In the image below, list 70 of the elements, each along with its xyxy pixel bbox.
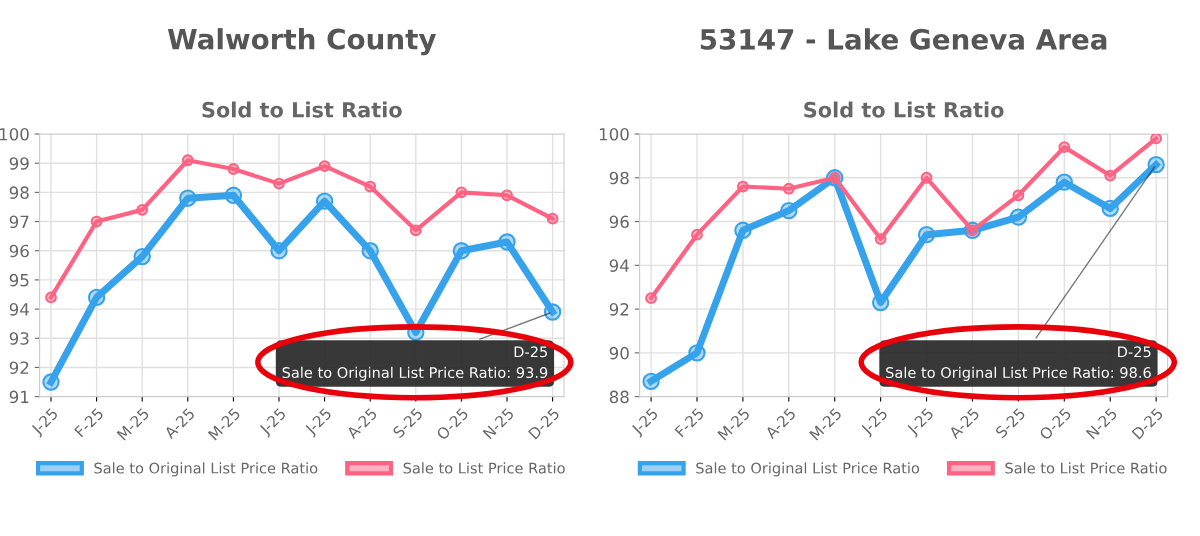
- point: [90, 215, 103, 228]
- point: [874, 233, 887, 245]
- point: [920, 171, 933, 184]
- point: [224, 186, 243, 204]
- point: [179, 189, 197, 207]
- point: [318, 160, 331, 172]
- point: [1104, 169, 1117, 182]
- point: [315, 192, 334, 210]
- point: [1147, 155, 1165, 174]
- y-tick-label: 96: [609, 215, 629, 229]
- y-tick-label: 98: [9, 186, 29, 199]
- point: [409, 224, 422, 237]
- point: [543, 303, 562, 321]
- legend-label: Sale to List Price Ratio: [1005, 462, 1167, 474]
- y-tick-label: 94: [609, 259, 629, 272]
- point: [181, 154, 194, 167]
- point: [452, 242, 471, 260]
- y-tick-label: 94: [9, 303, 29, 316]
- legend-label: Sale to Original List Price Ratio: [94, 462, 318, 477]
- point: [871, 293, 890, 312]
- chart-subtitle: Sold to List Ratio: [202, 101, 402, 118]
- point: [780, 201, 798, 220]
- y-tick-label: 97: [9, 215, 29, 229]
- y-tick-label: 90: [609, 346, 629, 360]
- point: [688, 344, 706, 362]
- point: [546, 212, 559, 225]
- point: [133, 247, 151, 266]
- y-tick-label: 95: [9, 273, 29, 287]
- point: [498, 233, 516, 251]
- point: [1012, 189, 1025, 202]
- point: [227, 163, 240, 175]
- point: [782, 182, 795, 195]
- y-tick-label: 99: [9, 157, 29, 170]
- point: [270, 242, 288, 260]
- point: [1009, 208, 1028, 226]
- y-tick-label: 98: [609, 171, 629, 185]
- point: [361, 242, 379, 260]
- point: [645, 292, 657, 305]
- y-tick-label: 92: [9, 361, 29, 375]
- point: [136, 203, 149, 216]
- annotation: D-25 Sale to Original List Price Ratio: 93.9: [282, 346, 548, 381]
- point: [734, 221, 752, 239]
- point: [455, 186, 468, 199]
- point: [42, 373, 60, 391]
- point: [364, 180, 377, 193]
- y-tick-label: 91: [9, 390, 29, 404]
- point: [87, 288, 106, 307]
- point: [501, 189, 513, 202]
- point: [642, 372, 660, 390]
- y-tick-label: 88: [609, 390, 629, 404]
- point: [273, 177, 285, 190]
- y-tick-label: 96: [9, 244, 29, 258]
- legend-label: Sale to List Price Ratio: [403, 462, 565, 474]
- y-tick-label: 93: [9, 332, 29, 345]
- y-tick-label: 100: [0, 127, 29, 141]
- point: [691, 228, 703, 241]
- chart-title: Walworth County: [167, 28, 437, 56]
- point: [1055, 173, 1073, 191]
- legend-label: Sale to Original List Price Ratio: [696, 462, 920, 477]
- point: [1101, 199, 1119, 218]
- chart-title: 53147 - Lake Geneva Area: [700, 28, 1107, 50]
- annotation: D-25 Sale to Original List Price Ratio: 98.6: [886, 346, 1151, 381]
- point: [45, 291, 57, 304]
- point: [1150, 134, 1163, 145]
- point: [737, 180, 749, 193]
- point: [1058, 141, 1071, 154]
- y-tick-label: 100: [599, 127, 629, 141]
- y-tick-label: 92: [609, 303, 629, 316]
- chart-subtitle: Sold to List Ratio: [804, 101, 1004, 118]
- point: [917, 226, 936, 244]
